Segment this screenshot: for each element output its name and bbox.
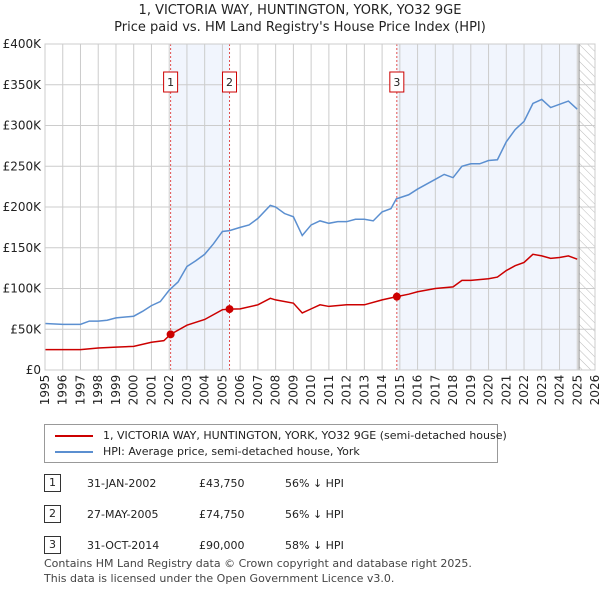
transaction-row: 3 31-OCT-2014 £90,000 58% ↓ HPI bbox=[44, 536, 344, 554]
x-tick-label: 2010 bbox=[304, 375, 318, 406]
price-chart: 1995 1996 1997 1998 1999 2000 2001 2002 2003 2004… bbox=[3, 37, 600, 406]
x-tick-label: 1999 bbox=[109, 375, 123, 406]
x-tick-label: 2003 bbox=[180, 375, 194, 406]
transaction-number: 1 bbox=[44, 474, 61, 492]
marker-box bbox=[222, 71, 238, 93]
x-tick-label: 2013 bbox=[357, 375, 371, 406]
x-tick-label: 2011 bbox=[322, 375, 336, 406]
x-tick-label: 2007 bbox=[251, 375, 265, 406]
x-tick-label: 2023 bbox=[535, 375, 549, 406]
x-tick-label: 2020 bbox=[482, 375, 496, 406]
transaction-price: £74,750 bbox=[199, 507, 245, 521]
marker-box bbox=[389, 71, 405, 93]
x-tick-label: 2006 bbox=[233, 375, 247, 406]
y-tick-label: £200K bbox=[3, 200, 43, 214]
x-tick-label: 2017 bbox=[428, 375, 442, 406]
sale-point bbox=[225, 305, 234, 314]
x-tick-label: 2024 bbox=[553, 375, 567, 406]
plot-border bbox=[44, 43, 596, 371]
x-tick-label: 2025 bbox=[570, 375, 584, 406]
x-tick-label: 2002 bbox=[162, 375, 176, 406]
x-tick-label: 2008 bbox=[269, 375, 283, 406]
y-tick-label: £150K bbox=[3, 241, 43, 255]
y-tick-label: £350K bbox=[3, 78, 43, 92]
transaction-row: 2 27-MAY-2005 £74,750 56% ↓ HPI bbox=[44, 505, 344, 523]
x-tick-label: 2026 bbox=[588, 375, 600, 406]
x-tick-label: 2022 bbox=[517, 375, 531, 406]
x-tick-label: 2000 bbox=[127, 375, 141, 406]
transaction-hpi: 56% ↓ HPI bbox=[285, 476, 344, 490]
x-tick-label: 2009 bbox=[286, 375, 300, 406]
transaction-row: 1 31-JAN-2002 £43,750 56% ↓ HPI bbox=[44, 474, 344, 492]
sale-point bbox=[392, 292, 401, 301]
x-tick-label: 1995 bbox=[38, 375, 52, 406]
x-tick-label: 2004 bbox=[198, 375, 212, 406]
marker-label: 3 bbox=[393, 76, 400, 89]
legend-property: 1, VICTORIA WAY, HUNTINGTON, YORK, YO32 … bbox=[103, 429, 507, 442]
x-tick-label: 2021 bbox=[499, 375, 513, 406]
chart-subtitle: Price paid vs. HM Land Registry's House … bbox=[114, 20, 486, 35]
marker-label: 2 bbox=[226, 76, 233, 89]
x-tick-label: 1998 bbox=[91, 375, 105, 406]
y-tick-label: £50K bbox=[10, 322, 42, 336]
legend-swatch-hpi bbox=[55, 450, 93, 453]
footer-line-1: Contains HM Land Registry data © Crown c… bbox=[44, 557, 472, 570]
transaction-number: 2 bbox=[44, 505, 61, 523]
x-tick-label: 2014 bbox=[375, 375, 389, 406]
transaction-date: 31-OCT-2014 bbox=[87, 538, 160, 552]
y-tick-label: £0 bbox=[26, 363, 41, 377]
x-tick-label: 2005 bbox=[215, 375, 229, 406]
chart-title: 1, VICTORIA WAY, HUNTINGTON, YORK, YO32 … bbox=[138, 3, 462, 18]
transaction-price: £90,000 bbox=[199, 538, 245, 552]
legend: 1, VICTORIA WAY, HUNTINGTON, YORK, YO32 … bbox=[44, 424, 507, 463]
x-tick-label: 1996 bbox=[56, 375, 70, 406]
transaction-hpi: 56% ↓ HPI bbox=[285, 507, 344, 521]
transaction-number: 3 bbox=[44, 536, 61, 554]
x-tick-label: 2019 bbox=[464, 375, 478, 406]
x-tick-label: 2015 bbox=[393, 375, 407, 406]
y-tick-label: £100K bbox=[3, 282, 43, 296]
x-tick-label: 2018 bbox=[446, 375, 460, 406]
footer-line-2: This data is licensed under the Open Gov… bbox=[44, 572, 395, 585]
x-tick-label: 2001 bbox=[144, 375, 158, 406]
x-tick-label: 2012 bbox=[340, 375, 354, 406]
marker-label: 1 bbox=[167, 76, 174, 89]
sale-point bbox=[166, 330, 175, 339]
hpi-line bbox=[44, 98, 578, 326]
y-tick-label: £250K bbox=[3, 159, 43, 173]
legend-swatch-property bbox=[55, 434, 93, 437]
legend-hpi: HPI: Average price, semi-detached house,… bbox=[103, 445, 360, 458]
transaction-hpi: 58% ↓ HPI bbox=[285, 538, 344, 552]
y-tick-label: £400K bbox=[3, 37, 43, 51]
transaction-date: 27-MAY-2005 bbox=[87, 507, 159, 521]
x-tick-label: 1997 bbox=[73, 375, 87, 406]
y-tick-label: £300K bbox=[3, 119, 43, 133]
x-tick-label: 2016 bbox=[411, 375, 425, 406]
transaction-price: £43,750 bbox=[199, 476, 245, 490]
transaction-date: 31-JAN-2002 bbox=[87, 476, 157, 490]
marker-box bbox=[163, 71, 179, 93]
